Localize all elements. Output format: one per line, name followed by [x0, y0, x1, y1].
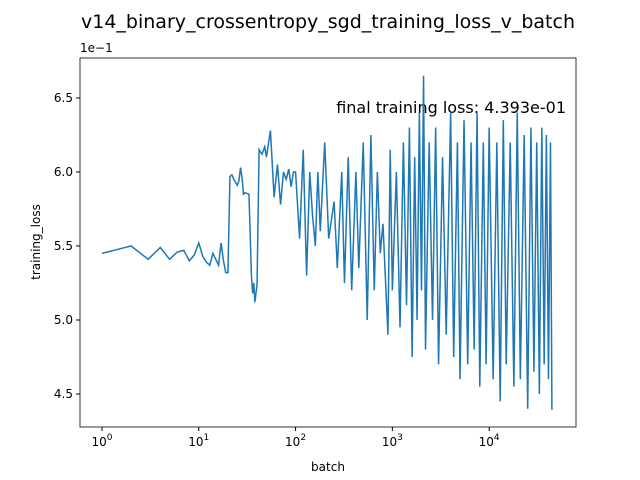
x-tick-label: 100 [91, 433, 112, 449]
x-tick-label: 101 [188, 433, 209, 449]
x-axis-label: batch [311, 460, 345, 474]
y-tick-label: 4.5 [54, 387, 73, 401]
y-tick-label: 6.0 [54, 165, 73, 179]
x-tick-base: 10 [188, 435, 203, 449]
x-tick-exp: 0 [107, 433, 113, 443]
plot-frame [79, 57, 577, 428]
chart-title: v14_binary_crossentropy_sgd_training_los… [81, 11, 575, 33]
annotation: final training loss: 4.393e-01 [336, 98, 566, 117]
y-tick-label: 6.5 [54, 91, 73, 105]
x-tick-base: 10 [479, 435, 494, 449]
x-tick-label: 103 [382, 433, 403, 449]
x-tick-base: 10 [91, 435, 106, 449]
x-tick-exp: 3 [397, 433, 403, 443]
y-tick-label: 5.5 [54, 239, 73, 253]
y-offset-label: 1e−1 [80, 41, 113, 55]
x-tick-exp: 1 [204, 433, 210, 443]
x-tick-label: 102 [285, 433, 306, 449]
x-tick-exp: 4 [494, 433, 500, 443]
x-tick-base: 10 [382, 435, 397, 449]
x-tick-label: 104 [479, 433, 500, 449]
line [101, 75, 553, 410]
y-axis-label: training_loss [29, 204, 43, 280]
y-tick-label: 5.0 [54, 313, 73, 327]
x-tick-base: 10 [285, 435, 300, 449]
x-tick-exp: 2 [300, 433, 306, 443]
